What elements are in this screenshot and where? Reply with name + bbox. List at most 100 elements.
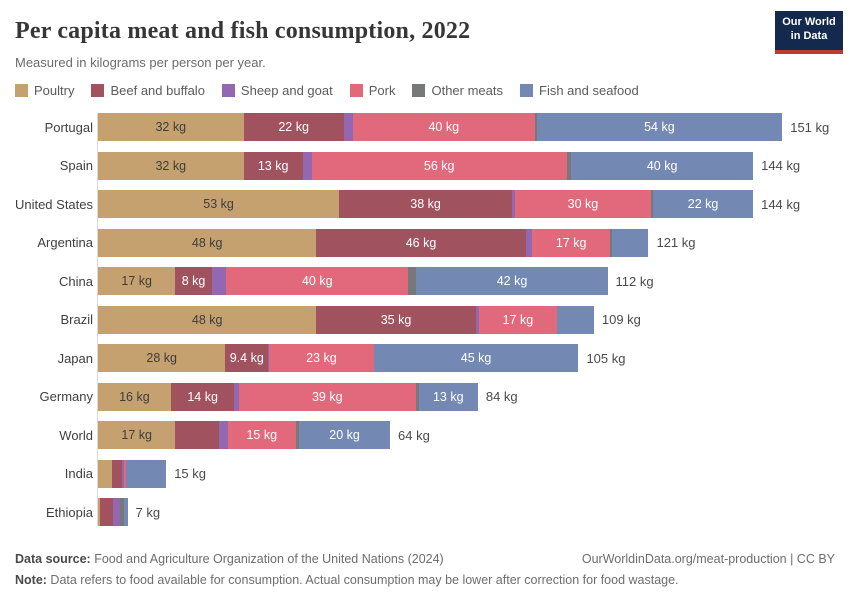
bar-segment-sheep-and-goat[interactable] <box>343 113 353 141</box>
chart-row-world: World 17 kg 15 kg 20 kg 64 kg <box>59 421 850 449</box>
bar-segment-other-meats[interactable] <box>295 421 300 449</box>
segment-value-label: 48 kg <box>191 235 223 250</box>
bar-segment-fish-and-seafood[interactable]: 13 kg <box>418 382 478 411</box>
bar-segment-fish-and-seafood[interactable]: 42 kg <box>416 267 608 295</box>
bar-segment-pork[interactable]: 40 kg <box>352 113 535 141</box>
note-prefix: Note: <box>15 573 47 587</box>
bar-segment-sheep-and-goat[interactable] <box>121 459 124 488</box>
bar-segment-fish-and-seafood[interactable] <box>612 228 649 257</box>
owid-logo: Our World in Data <box>775 11 843 54</box>
bar-segment-other-meats[interactable] <box>566 151 572 180</box>
bar-segment-fish-and-seafood[interactable]: 22 kg <box>653 190 754 218</box>
bar-segment-sheep-and-goat[interactable] <box>512 190 515 218</box>
segment-value-label: 32 kg <box>155 120 187 134</box>
bar-segment-beef-and-buffalo[interactable]: 14 kg <box>170 382 235 411</box>
segment-value-label: 56 kg <box>423 158 455 173</box>
bar-segment-pork[interactable]: 23 kg <box>269 344 374 372</box>
bar-segment-poultry[interactable]: 16 kg <box>98 382 171 411</box>
segment-value-label: 17 kg <box>121 428 152 442</box>
segment-value-label: 39 kg <box>311 389 343 404</box>
bar-segment-other-meats[interactable] <box>119 498 125 526</box>
note: Note: Data refers to food available for … <box>15 573 835 587</box>
bar-segment-fish-and-seafood[interactable] <box>557 305 594 334</box>
legend-label: Sheep and goat <box>240 83 333 98</box>
total-value-label: 7 kg <box>135 504 161 520</box>
total-value-label: 105 kg <box>586 350 626 366</box>
bar-segment-fish-and-seafood[interactable]: 45 kg <box>373 344 579 372</box>
owid-logo-line2: in Data <box>790 29 828 42</box>
bar-segment-beef-and-buffalo[interactable]: 22 kg <box>243 113 344 141</box>
bar-segment-pork[interactable]: 17 kg <box>479 305 557 334</box>
bar-segment-poultry[interactable]: 53 kg <box>98 190 340 218</box>
bar-segment-poultry[interactable]: 28 kg <box>98 344 226 372</box>
stacked-bar <box>98 498 128 526</box>
bar-segment-beef-and-buffalo[interactable]: 13 kg <box>243 151 303 180</box>
stacked-bar <box>98 459 167 488</box>
bar-segment-beef-and-buffalo[interactable]: 8 kg <box>175 267 212 295</box>
bar-segment-sheep-and-goat[interactable] <box>234 382 239 411</box>
segment-value-label: 53 kg <box>203 197 234 211</box>
chart-row-germany: Germany 16 kg 14 kg 39 kg 13 kg 84 kg <box>40 382 850 411</box>
bar-segment-beef-and-buffalo[interactable] <box>175 421 219 449</box>
bar-segment-poultry[interactable]: 48 kg <box>98 228 317 257</box>
segment-value-label: 20 kg <box>329 428 360 442</box>
stacked-bar: 17 kg 8 kg 40 kg 42 kg <box>98 267 608 295</box>
bar-segment-other-meats[interactable] <box>534 113 537 141</box>
bar-segment-other-meats[interactable] <box>609 228 613 257</box>
segment-value-label: 45 kg <box>460 351 492 365</box>
bar-segment-beef-and-buffalo[interactable] <box>111 459 122 488</box>
owid-link[interactable]: OurWorldinData.org/meat-production | CC … <box>581 552 835 566</box>
bar-segment-pork[interactable]: 40 kg <box>226 267 409 295</box>
bar-segment-sheep-and-goat[interactable] <box>113 498 120 526</box>
bar-segment-poultry[interactable]: 32 kg <box>98 151 244 180</box>
bar-segment-sheep-and-goat[interactable] <box>218 421 228 449</box>
bar-segment-pork[interactable]: 39 kg <box>238 382 416 411</box>
total-value-label: 144 kg <box>761 196 801 212</box>
bar-segment-poultry[interactable]: 17 kg <box>98 421 176 449</box>
bar-segment-other-meats[interactable] <box>408 267 417 295</box>
chart-row-brazil: Brazil 48 kg 35 kg 17 kg 109 kg <box>60 305 850 334</box>
legend-label: Poultry <box>34 83 75 98</box>
bar-segment-sheep-and-goat[interactable] <box>268 344 270 372</box>
bar-segment-sheep-and-goat[interactable] <box>211 267 227 295</box>
chart-row-china: China 17 kg 8 kg 40 kg 42 kg 112 kg <box>59 267 850 295</box>
legend-label: Fish and seafood <box>539 83 639 98</box>
bar-segment-beef-and-buffalo[interactable]: 46 kg <box>316 228 526 257</box>
bar-segment-sheep-and-goat[interactable] <box>525 228 533 257</box>
bar-segment-poultry[interactable]: 32 kg <box>98 113 244 141</box>
bar-segment-fish-and-seafood[interactable]: 54 kg <box>536 113 783 141</box>
bar-segment-sheep-and-goat[interactable] <box>302 151 312 180</box>
bar-segment-beef-and-buffalo[interactable]: 35 kg <box>316 305 476 334</box>
bar-segment-poultry[interactable] <box>98 498 100 526</box>
country-label: Portugal <box>44 119 93 135</box>
bar-segment-beef-and-buffalo[interactable] <box>99 498 113 526</box>
bar-segment-pork[interactable] <box>123 459 126 488</box>
bar-segment-fish-and-seafood[interactable]: 20 kg <box>299 421 391 449</box>
bar-segment-pork[interactable]: 15 kg <box>227 421 296 449</box>
chart-rows: Portugal 32 kg 22 kg 40 kg 54 kg 151 kg Spain 3… <box>15 113 850 526</box>
bar-segment-pork[interactable]: 30 kg <box>514 190 652 218</box>
bar-segment-fish-and-seafood[interactable] <box>124 498 128 526</box>
bar-segment-pork[interactable]: 17 kg <box>532 228 610 257</box>
country-label: Brazil <box>60 312 93 327</box>
stacked-bar: 32 kg 13 kg 56 kg 40 kg <box>98 151 754 180</box>
bar-segment-poultry[interactable]: 17 kg <box>98 267 176 295</box>
bar-segment-poultry[interactable]: 48 kg <box>98 305 317 334</box>
bar-segment-other-meats[interactable] <box>415 382 419 411</box>
bar-segment-fish-and-seafood[interactable] <box>126 459 167 488</box>
bar-segment-other-meats[interactable] <box>651 190 654 218</box>
bar-segment-other-meats[interactable] <box>556 305 558 334</box>
bar-segment-beef-and-buffalo[interactable]: 38 kg <box>339 190 512 218</box>
segment-value-label: 13 kg <box>432 389 464 404</box>
bar-segment-sheep-and-goat[interactable] <box>475 305 480 334</box>
bar-segment-beef-and-buffalo[interactable]: 9.4 kg <box>225 344 269 372</box>
bar-segment-pork[interactable]: 56 kg <box>311 151 567 180</box>
bar-segment-poultry[interactable] <box>98 459 112 488</box>
segment-value-label: 40 kg <box>646 158 678 173</box>
country-label: China <box>59 273 93 289</box>
total-value-label: 109 kg <box>601 312 641 327</box>
chart-row-portugal: Portugal 32 kg 22 kg 40 kg 54 kg 151 kg <box>45 113 850 141</box>
bar-segment-fish-and-seafood[interactable]: 40 kg <box>571 151 754 180</box>
segment-value-label: 46 kg <box>405 235 437 250</box>
